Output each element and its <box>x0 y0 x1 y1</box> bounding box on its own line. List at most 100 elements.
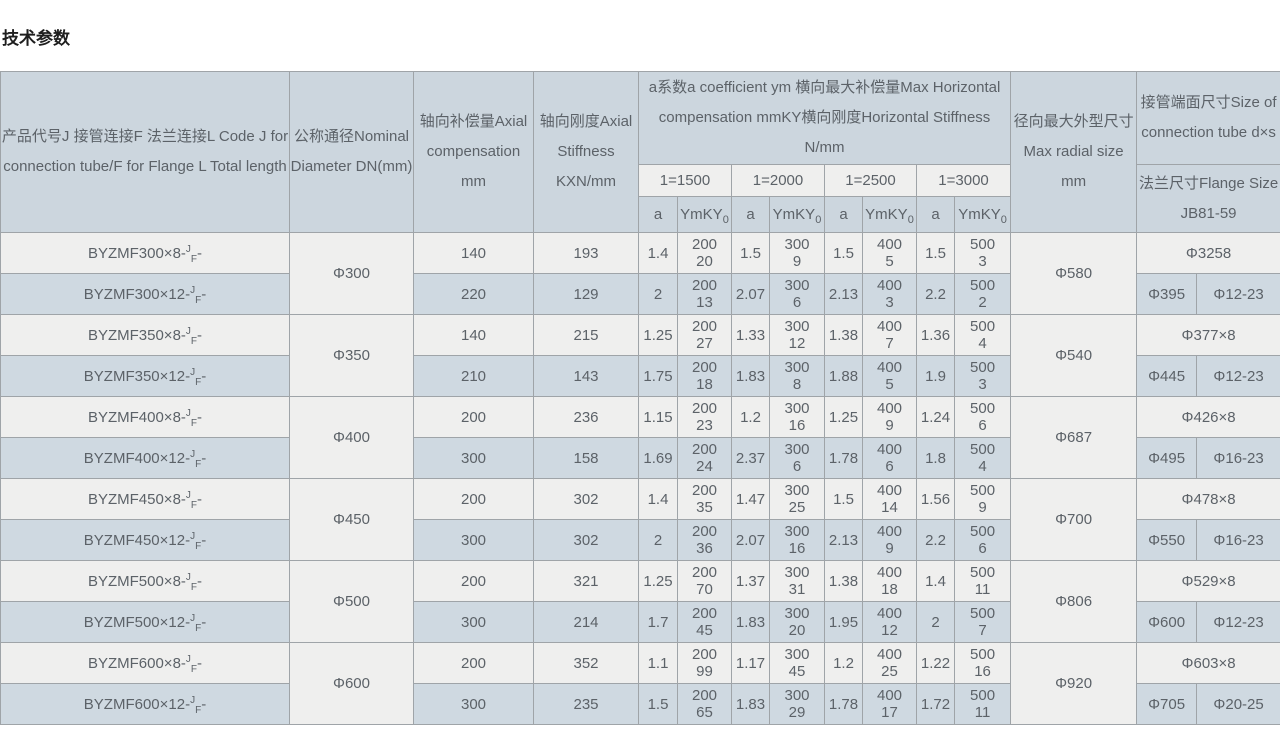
a-coefficient-cell: 2 <box>916 601 955 643</box>
ym-ky-cell: 500 11 <box>953 560 1012 602</box>
ym-ky-cell: 500 4 <box>953 437 1012 479</box>
radial-size-cell: Φ700 <box>1010 478 1138 561</box>
header-length-2500: 1=2500 <box>824 164 917 197</box>
a-coefficient-cell: 1.5 <box>916 232 955 274</box>
axial-compensation-cell: 300 <box>413 601 534 643</box>
product-code-cell: BYZMF400×8-JF- <box>0 396 290 438</box>
flange-holes-cell: Φ20-25 <box>1196 683 1280 725</box>
a-coefficient-cell: 2.2 <box>916 273 955 315</box>
ym-ky-cell: 500 6 <box>953 396 1012 438</box>
axial-compensation-cell: 300 <box>413 519 534 561</box>
a-coefficient-cell: 2 <box>638 519 678 561</box>
ym-ky-cell: 400 5 <box>862 355 917 397</box>
header-length-3000: 1=3000 <box>915 164 1012 197</box>
header-ymky0-3: YmKY0 <box>862 196 917 233</box>
ym-ky-cell: 200 99 <box>677 642 732 684</box>
a-coefficient-cell: 1.5 <box>824 232 863 274</box>
ym-ky-cell: 400 5 <box>862 232 917 274</box>
a-coefficient-cell: 1.25 <box>638 560 678 602</box>
ym-ky-cell: 200 36 <box>677 519 732 561</box>
ym-ky-cell: 400 3 <box>862 273 917 315</box>
a-coefficient-cell: 2.13 <box>824 273 863 315</box>
a-coefficient-cell: 1.36 <box>916 314 955 356</box>
flange-diameter-cell: Φ705 <box>1136 683 1198 725</box>
product-code-cell: BYZMF500×8-JF- <box>0 560 290 602</box>
a-coefficient-cell: 1.37 <box>731 560 770 602</box>
ym-ky-cell: 500 11 <box>953 683 1012 725</box>
header-flange-size: 法兰尺寸Flange Size JB81-59 <box>1136 164 1280 233</box>
ym-ky-cell: 300 29 <box>769 683 825 725</box>
product-code-cell: BYZMF450×12-JF- <box>0 519 290 561</box>
ym-ky-cell: 500 7 <box>953 601 1012 643</box>
product-code-cell: BYZMF500×12-JF- <box>0 601 290 643</box>
table-row: BYZMF450×8-JF- Φ450 200 302 1.4 200 35 1.47 300 2… <box>0 478 1280 561</box>
axial-stiffness-cell: 214 <box>533 601 639 643</box>
ym-ky-cell: 500 2 <box>953 273 1012 315</box>
ym-ky-cell: 300 6 <box>769 273 825 315</box>
table-row: BYZMF350×8-JF- Φ350 140 215 1.25 200 27 1.33 300… <box>0 314 1280 397</box>
header-nominal-diameter: 公称通径Nominal Diameter DN(mm) <box>289 71 414 233</box>
header-connection-tube-size: 接管端面尺寸Size of connection tube d×s <box>1136 71 1280 165</box>
radial-size-cell: Φ540 <box>1010 314 1138 397</box>
header-a-2: a <box>731 196 770 233</box>
a-coefficient-cell: 1.88 <box>824 355 863 397</box>
ym-ky-cell: 400 17 <box>862 683 917 725</box>
ym-ky-cell: 300 9 <box>769 232 825 274</box>
product-code-cell: BYZMF300×8-JF- <box>0 232 290 274</box>
a-coefficient-cell: 1.83 <box>731 601 770 643</box>
a-coefficient-cell: 1.72 <box>916 683 955 725</box>
axial-stiffness-cell: 302 <box>533 478 639 520</box>
flange-diameter-cell: Φ445 <box>1136 355 1198 397</box>
axial-stiffness-cell: 158 <box>533 437 639 479</box>
ym-ky-cell: 500 9 <box>953 478 1012 520</box>
dn-cell: Φ500 <box>289 560 414 643</box>
flange-holes-cell: Φ12-23 <box>1196 355 1280 397</box>
ym-ky-cell: 200 23 <box>677 396 732 438</box>
dn-cell: Φ350 <box>289 314 414 397</box>
a-coefficient-cell: 1.1 <box>638 642 678 684</box>
dn-cell: Φ300 <box>289 232 414 315</box>
ym-ky-cell: 200 13 <box>677 273 732 315</box>
axial-stiffness-cell: 235 <box>533 683 639 725</box>
flange-holes-cell: Φ16-23 <box>1196 519 1280 561</box>
axial-compensation-cell: 200 <box>413 478 534 520</box>
a-coefficient-cell: 1.25 <box>824 396 863 438</box>
header-a-4: a <box>916 196 955 233</box>
ym-ky-cell: 300 16 <box>769 519 825 561</box>
axial-compensation-cell: 220 <box>413 273 534 315</box>
ym-ky-cell: 500 4 <box>953 314 1012 356</box>
ym-ky-cell: 500 16 <box>953 642 1012 684</box>
a-coefficient-cell: 1.38 <box>824 314 863 356</box>
a-coefficient-cell: 1.5 <box>638 683 678 725</box>
ym-ky-cell: 200 18 <box>677 355 732 397</box>
axial-compensation-cell: 200 <box>413 396 534 438</box>
axial-compensation-cell: 210 <box>413 355 534 397</box>
axial-stiffness-cell: 193 <box>533 232 639 274</box>
a-coefficient-cell: 1.4 <box>638 478 678 520</box>
axial-compensation-cell: 200 <box>413 560 534 602</box>
header-ymky0-1: YmKY0 <box>677 196 732 233</box>
flange-diameter-cell: Φ600 <box>1136 601 1198 643</box>
a-coefficient-cell: 1.69 <box>638 437 678 479</box>
ym-ky-cell: 200 70 <box>677 560 732 602</box>
ym-ky-cell: 200 27 <box>677 314 732 356</box>
header-a-1: a <box>638 196 678 233</box>
a-coefficient-cell: 1.4 <box>638 232 678 274</box>
ym-ky-cell: 500 3 <box>953 232 1012 274</box>
a-coefficient-cell: 1.83 <box>731 683 770 725</box>
ym-ky-cell: 200 65 <box>677 683 732 725</box>
header-ymky0-4: YmKY0 <box>953 196 1012 233</box>
table-row: BYZMF350×12-JF- 210 143 1.75 200 18 1.83 300 8 1.… <box>0 355 1280 397</box>
table-row: BYZMF400×8-JF- Φ400 200 236 1.15 200 23 1.2 300 1… <box>0 396 1280 479</box>
a-coefficient-cell: 2.37 <box>731 437 770 479</box>
header-max-radial-size: 径向最大外型尺寸 Max radial size mm <box>1010 71 1138 233</box>
a-coefficient-cell: 1.15 <box>638 396 678 438</box>
ym-ky-cell: 200 24 <box>677 437 732 479</box>
ym-ky-cell: 400 9 <box>862 519 917 561</box>
a-coefficient-cell: 1.25 <box>638 314 678 356</box>
a-coefficient-cell: 1.8 <box>916 437 955 479</box>
ym-ky-cell: 400 7 <box>862 314 917 356</box>
header-row-main: 产品代号J 接管连接F 法兰连接L Code J for connection … <box>0 71 1280 233</box>
flange-holes-cell: Φ12-23 <box>1196 273 1280 315</box>
header-horizontal-group: a系数a coefficient ym 横向最大补偿量Max Horizonta… <box>637 71 1012 165</box>
